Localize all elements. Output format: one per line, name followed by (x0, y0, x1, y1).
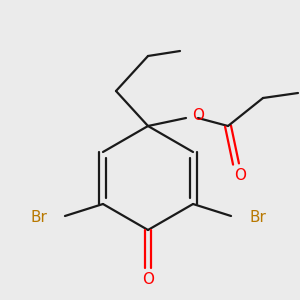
Text: Br: Br (249, 211, 266, 226)
Text: O: O (192, 109, 204, 124)
Text: Br: Br (30, 211, 47, 226)
Text: O: O (234, 167, 246, 182)
Text: O: O (142, 272, 154, 286)
